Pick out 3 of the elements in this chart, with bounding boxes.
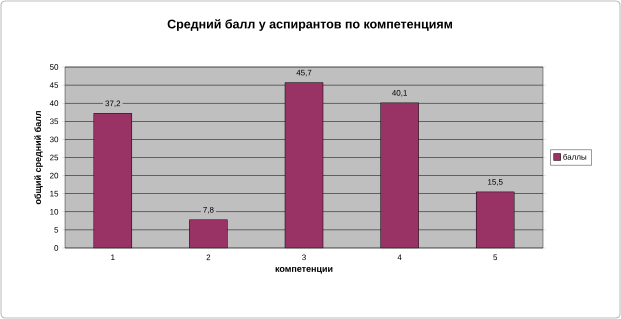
chart-title: Средний балл у аспирантов по компетенциям [168,19,452,31]
y-axis-title: общий средний балл [34,111,43,204]
x-axis-title: компетенции [276,267,332,274]
